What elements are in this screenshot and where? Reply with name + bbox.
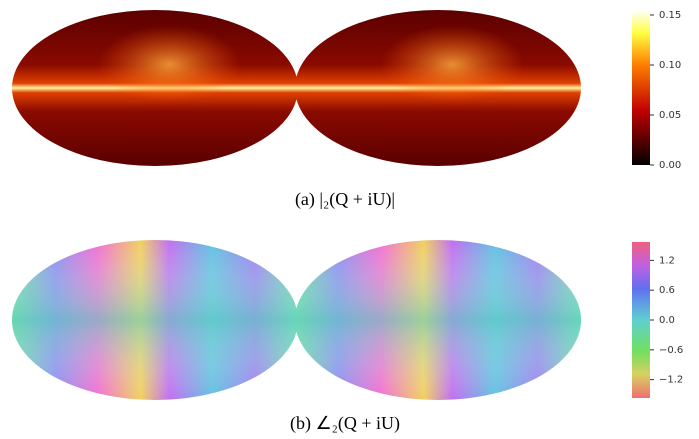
tick-label: 1.2: [659, 255, 675, 266]
colorbar: [632, 10, 650, 165]
tick-label: 0.10: [659, 60, 681, 71]
map-b-right: [295, 240, 581, 400]
tick-label: −0.6: [659, 345, 683, 356]
caption: (a) |₂(Q + iU)|: [295, 189, 395, 210]
colorbar: [632, 242, 650, 398]
tick-label: 0.15: [659, 10, 681, 21]
tick-label: −1.2: [659, 375, 683, 386]
tick-label: 0.00: [659, 160, 681, 171]
tick-label: 0.0: [659, 315, 675, 326]
map-b-left: [12, 240, 298, 400]
tick-label: 0.05: [659, 110, 681, 121]
tick-label: 0.6: [659, 285, 675, 296]
map-a-right: [295, 10, 581, 166]
figure: (a) |₂(Q + iU)| (b) ∠₂(Q + iU) 0.00 0.05 0…: [0, 0, 699, 439]
map-a-left: [12, 10, 298, 166]
caption: (b) ∠₂(Q + iU): [290, 413, 400, 434]
